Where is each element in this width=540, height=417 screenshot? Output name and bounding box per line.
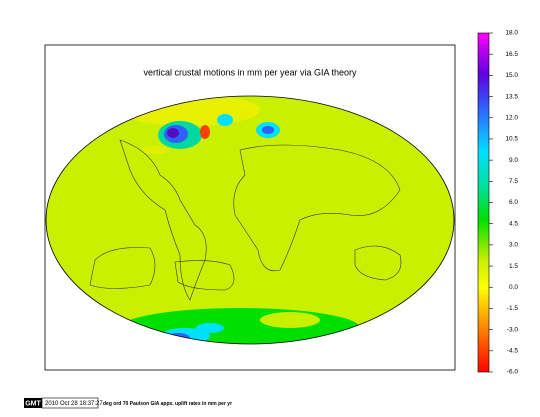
- map-title: vertical crustal motions in mm per year …: [143, 67, 357, 77]
- colorbar-tick-label: -6.0: [507, 369, 519, 376]
- map-outline: [45, 95, 455, 345]
- map: [46, 96, 454, 344]
- colorbar-ticks: 18.0 16.5 15.0 13.5 12.0 10.5 9.0 7.5 6.0 4.5 3.0 1…: [489, 30, 518, 376]
- colorbar-tick-label: -4.5: [507, 348, 519, 355]
- colorbar-tick-label: 1.5: [509, 263, 518, 270]
- logo-box: [24, 398, 42, 408]
- colorbar-tick-label: -3.0: [507, 326, 519, 333]
- colorbar-tick-label: 6.0: [509, 199, 518, 206]
- colorbar-tick-label: 16.5: [505, 51, 518, 58]
- colorbar-tick-label: 10.5: [505, 136, 518, 143]
- timestamp-box: [41, 397, 99, 409]
- colorbar-tick-label: 9.0: [509, 157, 518, 164]
- colorbar-tick-label: 15.0: [505, 72, 518, 79]
- colorbar: [477, 32, 490, 373]
- timestamp: 2010 Oct 28 18:37:27: [45, 401, 103, 407]
- colorbar-tick-label: 18.0: [505, 30, 518, 37]
- caption: deg ord 70 Paulson GIA appx. uplift rate…: [103, 401, 232, 407]
- colorbar-tick-label: 12.0: [505, 114, 518, 121]
- colorbar-tick-label: 4.5: [509, 220, 518, 227]
- frame: [44, 44, 456, 371]
- colorbar-tick-label: 0.0: [509, 284, 518, 291]
- colorbar-tick-label: -1.5: [507, 305, 519, 312]
- colorbar-tick-label: 3.0: [509, 242, 518, 249]
- logo: GMT: [25, 400, 41, 407]
- colorbar-tick-label: 13.5: [505, 93, 518, 100]
- colorbar-tick-label: 7.5: [509, 178, 518, 185]
